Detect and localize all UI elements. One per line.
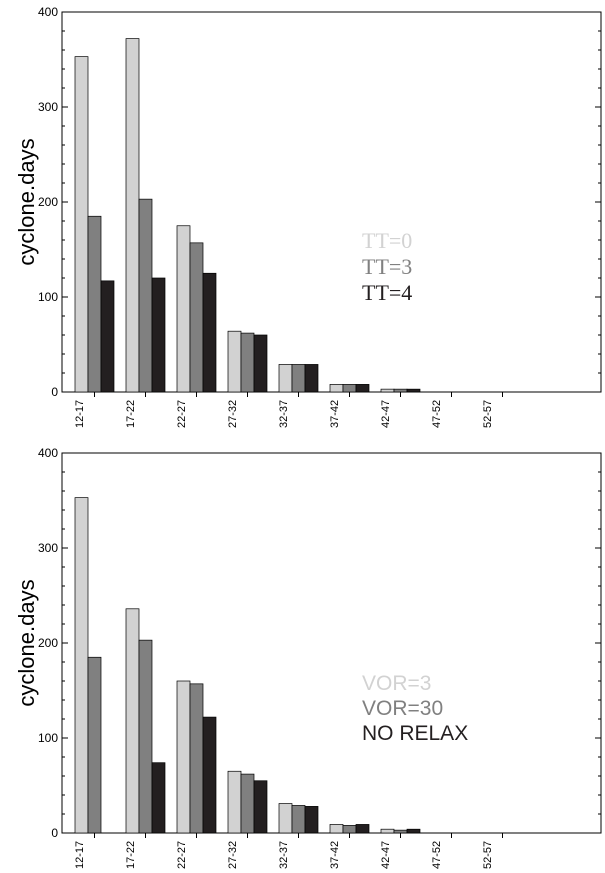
x-tick-label: 52-57 [482,400,494,428]
x-tick-label: 22-27 [176,400,188,428]
bar-42-47-no-relax [406,828,421,834]
bar-27-32-vor-30 [240,773,255,834]
x-tick-label: 17-22 [125,400,137,428]
x-tick-label: 42-47 [380,841,392,869]
bar-32-37-tt-3 [291,364,306,393]
bar-22-27-vor-3 [176,680,191,834]
bar-27-32-tt-4 [253,334,268,393]
y-tick-label: 400 [38,5,58,19]
bar-12-17-tt-3 [87,215,102,393]
bar-27-32-tt-3 [240,332,255,393]
bar-32-37-tt-0 [278,364,293,393]
bar-12-17-tt-0 [74,56,89,393]
bar-12-17-vor-3 [74,497,89,834]
bar-37-42-tt-4 [355,384,370,393]
y-tick-label: 300 [38,541,58,555]
y-tick-label: 0 [51,385,58,399]
y-tick-label: 200 [38,195,58,209]
chart-panel-1: 0 100 200 300 400 cyclone.days 12-17 17-22 22-27… [14,5,602,428]
bar-17-22-no-relax [151,762,166,834]
y-axis-label: cyclone.days [14,579,39,706]
x-tick-label: 52-57 [482,841,494,869]
bar-22-27-vor-30 [189,683,204,834]
x-tick-label: 27-32 [227,400,239,428]
bar-42-47-vor-3 [380,828,395,834]
y-tick-label: 100 [38,290,58,304]
x-tick-label: 17-22 [125,841,137,869]
y-tick-label: 400 [38,446,58,460]
y-axis-label: cyclone.days [14,138,39,265]
x-tick-label: 12-17 [74,400,86,428]
bar-42-47-tt-3 [393,388,408,393]
bar-32-37-vor-30 [291,805,306,834]
bar-32-37-no-relax [304,806,319,834]
bar-17-22-tt-0 [125,38,140,393]
bar-27-32-vor-3 [227,770,242,834]
bar-17-22-tt-3 [138,198,153,393]
bar-12-17-vor-30 [87,656,102,834]
bar-17-22-tt-4 [151,277,166,393]
y-tick-label: 200 [38,636,58,650]
bar-32-37-tt-4 [304,364,319,393]
bar-32-37-vor-3 [278,803,293,834]
bar-17-22-vor-30 [138,639,153,834]
legend-entry-tt-3: TT=3 [362,254,412,279]
y-tick-label: 100 [38,731,58,745]
bar-17-22-vor-3 [125,608,140,834]
bar-22-27-tt-4 [202,272,217,393]
bar-12-17-tt-4 [100,280,115,393]
x-tick-label: 42-47 [380,400,392,428]
chart-panel-2: 0 100 200 300 400 cyclone.days 12-17 17-22 22-27… [14,446,602,869]
bar-37-42-vor-3 [329,824,344,834]
x-tick-label: 27-32 [227,841,239,869]
legend-entry-no-relax: NO RELAX [362,722,468,745]
x-tick-label: 47-52 [431,400,443,428]
bar-37-42-vor-30 [342,825,357,834]
x-tick-label: 32-37 [278,400,290,428]
bar-37-42-no-relax [355,824,370,834]
x-tick-label: 47-52 [431,841,443,869]
bar-22-27-tt-0 [176,225,191,393]
legend-entry-tt-4: TT=4 [362,280,412,305]
bar-42-47-tt-0 [380,388,395,393]
bar-22-27-tt-3 [189,242,204,393]
y-tick-label: 0 [51,826,58,840]
legend-entry-vor-30: VOR=30 [362,697,443,720]
bar-42-47-vor-30 [393,829,408,834]
bar-27-32-tt-0 [227,330,242,393]
bar-42-47-tt-4 [406,388,421,393]
x-tick-label: 37-42 [329,841,341,869]
x-tick-label: 37-42 [329,400,341,428]
bar-27-32-no-relax [253,780,268,834]
legend-entry-vor-3: VOR=3 [362,672,431,695]
x-tick-label: 32-37 [278,841,290,869]
bar-37-42-tt-0 [329,384,344,393]
legend-entry-tt-0: TT=0 [362,228,412,253]
x-tick-label: 22-27 [176,841,188,869]
bar-22-27-no-relax [202,716,217,834]
y-tick-label: 300 [38,100,58,114]
bar-37-42-tt-3 [342,384,357,393]
x-tick-label: 12-17 [74,841,86,869]
